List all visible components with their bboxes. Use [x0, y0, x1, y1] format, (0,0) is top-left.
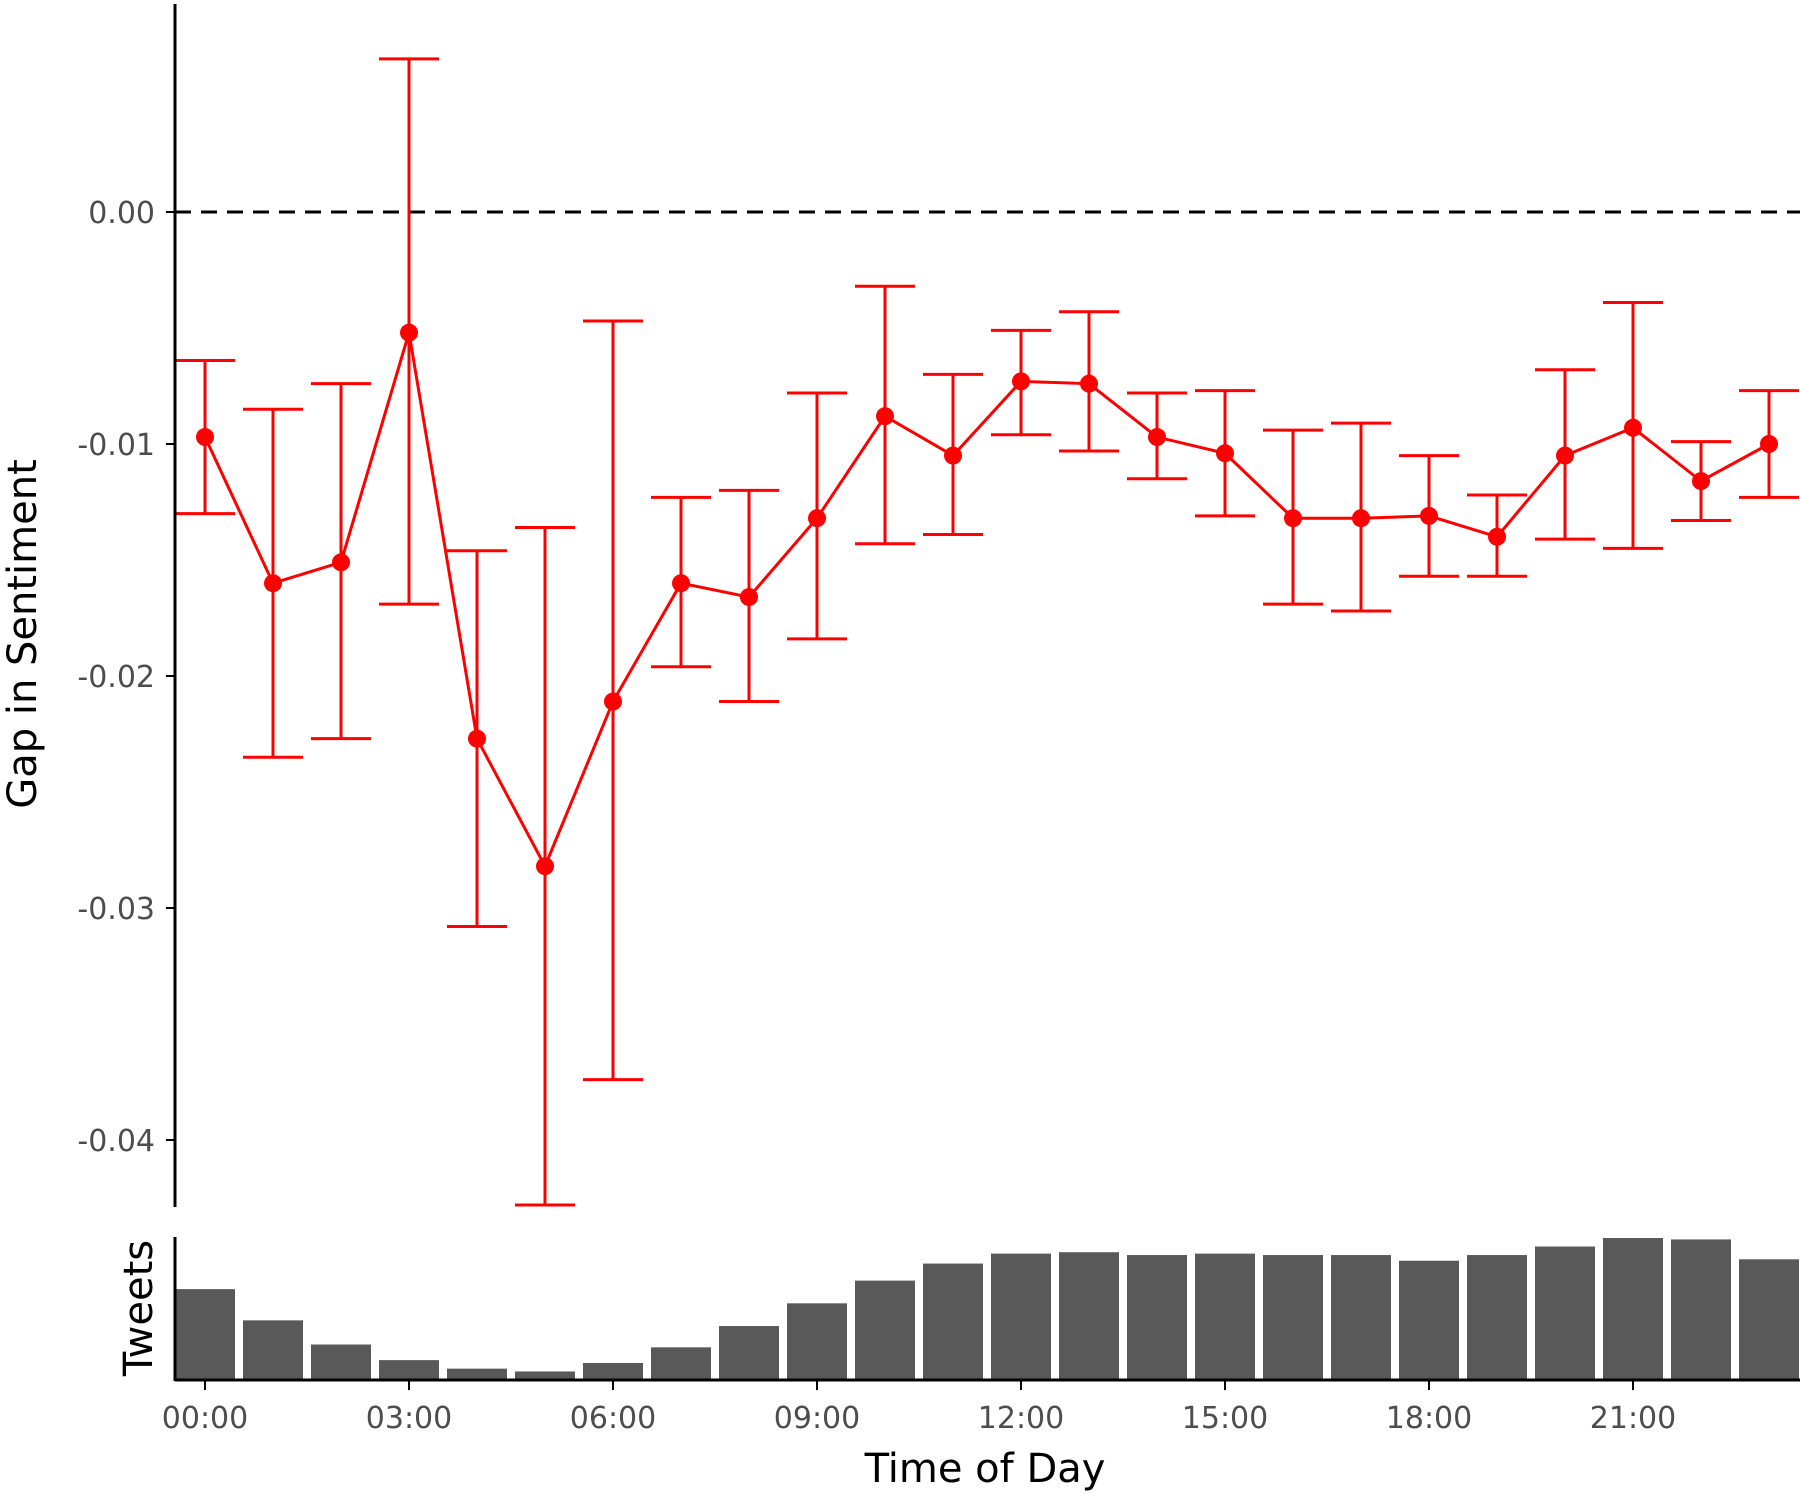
- x-axis-ticks: 00:00 03:00 06:00 09:00 12:00 15:00 18:00 21:00: [162, 1380, 1676, 1436]
- x-tick-label: 12:00: [978, 1401, 1064, 1436]
- tweet-bar: [923, 1263, 983, 1380]
- x-tick-label: 09:00: [774, 1401, 860, 1436]
- tweet-bar: [1739, 1259, 1799, 1380]
- y-tick-label: -0.04: [77, 1124, 155, 1159]
- data-point: [604, 692, 622, 711]
- data-point: [740, 588, 758, 607]
- data-points: [196, 323, 1778, 876]
- bottom-y-axis-title: Tweets: [116, 1240, 162, 1377]
- tweets-panel: 00:00 03:00 06:00 09:00 12:00 15:00 18:00 21:00…: [116, 1237, 1800, 1492]
- error-bars: [175, 57, 1799, 1207]
- tweet-bar: [1399, 1260, 1459, 1380]
- data-point: [1216, 444, 1234, 463]
- tweet-bar: [379, 1360, 439, 1380]
- tweet-bar: [1535, 1246, 1595, 1380]
- data-point: [468, 729, 486, 748]
- tweet-bar: [583, 1362, 643, 1380]
- tweet-bars: [175, 1238, 1799, 1380]
- tweet-bar: [311, 1344, 371, 1380]
- x-tick-label: 21:00: [1590, 1401, 1676, 1436]
- data-point: [332, 553, 350, 572]
- y-tick-label: 0.00: [88, 196, 155, 231]
- tweet-bar: [447, 1368, 507, 1380]
- data-point: [1352, 509, 1370, 528]
- tweet-bar: [787, 1303, 847, 1380]
- data-point: [672, 574, 690, 593]
- y-tick-label: -0.01: [77, 428, 155, 463]
- y-tick-label: -0.03: [77, 892, 155, 927]
- data-point: [1420, 506, 1438, 525]
- data-point: [1148, 428, 1166, 447]
- data-point: [1624, 418, 1642, 437]
- tweet-bar: [1603, 1238, 1663, 1380]
- x-tick-label: 18:00: [1386, 1401, 1472, 1436]
- x-axis-title: Time of Day: [864, 1446, 1106, 1492]
- tweet-bar: [1059, 1252, 1119, 1380]
- data-point: [1488, 527, 1506, 546]
- data-point: [1012, 372, 1030, 391]
- data-point: [264, 574, 282, 593]
- x-tick-label: 06:00: [570, 1401, 656, 1436]
- tweet-bar: [1195, 1253, 1255, 1380]
- tweet-bar: [991, 1253, 1051, 1380]
- tweet-bar: [1671, 1239, 1731, 1380]
- tweet-bar: [515, 1371, 575, 1380]
- data-point: [536, 857, 554, 876]
- tweet-bar: [651, 1347, 711, 1380]
- tweet-bar: [719, 1326, 779, 1380]
- x-tick-label: 03:00: [366, 1401, 452, 1436]
- tweet-bar: [243, 1320, 303, 1380]
- series-line: [203, 332, 1770, 870]
- tweet-bar: [1467, 1255, 1527, 1380]
- data-point: [808, 509, 826, 528]
- tweet-bar: [855, 1280, 915, 1380]
- data-point: [876, 407, 894, 426]
- x-tick-label: 00:00: [162, 1401, 248, 1436]
- data-point: [1556, 446, 1574, 465]
- y-axis-title: Gap in Sentiment: [0, 459, 46, 809]
- y-tick-label: -0.02: [77, 660, 155, 695]
- data-point: [1692, 472, 1710, 491]
- tweet-bar: [1331, 1255, 1391, 1380]
- data-point: [400, 323, 418, 342]
- data-point: [1760, 435, 1778, 453]
- tweet-bar: [175, 1289, 235, 1380]
- sentiment-gap-panel: 0.00 -0.01 -0.02 -0.03 -0.04 Gap in Sentimen…: [0, 4, 1800, 1207]
- tweet-bar: [1263, 1255, 1323, 1380]
- data-point: [1080, 374, 1098, 393]
- x-tick-label: 15:00: [1182, 1401, 1268, 1436]
- data-point: [196, 428, 214, 447]
- tweet-bar: [1127, 1255, 1187, 1380]
- data-point: [1284, 509, 1302, 528]
- data-point: [944, 446, 962, 465]
- y-axis-ticks: 0.00 -0.01 -0.02 -0.03 -0.04: [77, 196, 175, 1159]
